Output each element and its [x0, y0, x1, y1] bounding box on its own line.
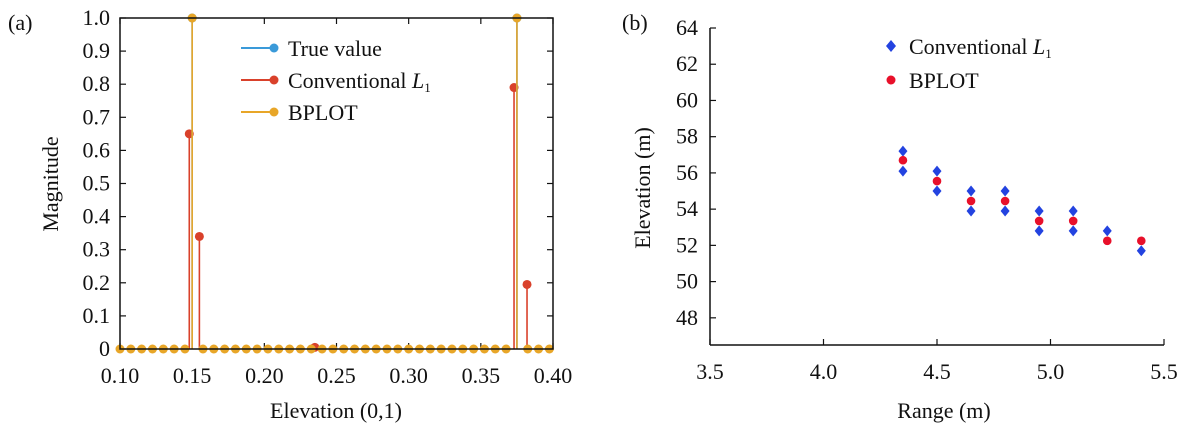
y-tick-label: 58: [676, 124, 698, 149]
scatter-point-diamond: [1000, 205, 1010, 217]
y-tick-label: 54: [676, 196, 698, 221]
legend-item-true-value: True value: [241, 36, 382, 61]
scatter-point-circle: [1102, 236, 1112, 246]
legend-label-b-conventional-l1: Conventional L1: [909, 34, 1052, 61]
y-tick-label: 0.3: [83, 237, 111, 262]
scatter-point-circle: [1000, 196, 1010, 206]
scatter-point-diamond: [1000, 185, 1010, 197]
x-tick-label: 4.5: [923, 359, 951, 384]
scatter-point-diamond: [1136, 245, 1146, 257]
panel-a-y-axis-label: Magnitude: [38, 136, 63, 231]
x-tick-label: 0.20: [245, 363, 284, 388]
x-tick-label: 0.15: [173, 363, 212, 388]
panel-b: (b) 48 50 52 54 56 58 60 62 64 3.5 4.0 4.5 5.0 5.5 R…: [622, 10, 1178, 423]
y-tick-label: 50: [676, 269, 698, 294]
panel-b-legend: Conventional L1 BPLOT: [886, 34, 1052, 93]
legend-marker-true-value: [269, 43, 279, 53]
scatter-point-diamond: [966, 205, 976, 217]
panel-a-frame: [119, 17, 554, 350]
x-tick-label: 4.0: [810, 359, 838, 384]
legend-label-b-bplot: BPLOT: [909, 68, 979, 93]
y-tick-label: 0.4: [83, 204, 111, 229]
panel-a-x-axis-label: Elevation (0,1): [270, 398, 402, 423]
scatter-point-diamond: [1068, 205, 1078, 217]
legend-marker-conventional-l1: [269, 75, 279, 85]
scatter-point-diamond: [932, 185, 942, 197]
panel-a-y-ticks: 0 0.1 0.2 0.3 0.4 0.5 0.6 0.7 0.8 0.9 1.0: [83, 5, 553, 361]
panel-b-x-ticks: 3.5 4.0 4.5 5.0 5.5: [696, 339, 1178, 384]
legend-label-bplot: BPLOT: [288, 100, 358, 125]
panel-a-label: (a): [8, 10, 32, 35]
scatter-point-circle: [932, 176, 942, 186]
scatter-point-diamond: [1034, 205, 1044, 217]
scatter-point-diamond: [898, 145, 908, 157]
scatter-point-diamond: [966, 185, 976, 197]
scatter-point-circle: [898, 155, 908, 165]
scatter-point-diamond: [898, 165, 908, 177]
panel-b-x-axis-label: Range (m): [897, 398, 990, 423]
legend-item-bplot: BPLOT: [241, 100, 358, 125]
y-tick-label: 0.7: [83, 104, 111, 129]
y-tick-label: 48: [676, 305, 698, 330]
scatter-point-circle: [1068, 216, 1078, 226]
panel-b-y-ticks: 48 50 52 54 56 58 60 62 64: [676, 15, 716, 330]
y-tick-label: 0: [99, 336, 110, 361]
y-tick-label: 60: [676, 87, 698, 112]
legend-item-b-bplot: BPLOT: [886, 68, 979, 93]
legend-marker-bplot: [269, 107, 279, 117]
x-tick-label: 0.40: [534, 363, 573, 388]
legend-item-b-conventional-l1: Conventional L1: [886, 34, 1052, 61]
y-tick-label: 0.6: [83, 137, 111, 162]
x-tick-label: 5.0: [1037, 359, 1065, 384]
panel-b-label: (b): [622, 10, 648, 35]
y-tick-label: 0.8: [83, 71, 111, 96]
legend-label-conventional-l1: Conventional L1: [288, 68, 431, 95]
y-tick-label: 0.2: [83, 270, 111, 295]
legend-marker-b-conventional-l1: [886, 40, 896, 52]
panel-b-points: [898, 145, 1146, 257]
y-tick-label: 62: [676, 51, 698, 76]
scatter-point-diamond: [932, 165, 942, 177]
y-tick-label: 56: [676, 160, 698, 185]
panel-a-stems: [115, 13, 554, 354]
scatter-point-circle: [1034, 216, 1044, 226]
legend-item-conventional-l1: Conventional L1: [241, 68, 431, 95]
panel-a-x-ticks: 0.10 0.15 0.20 0.25 0.30 0.35 0.40: [101, 18, 573, 388]
stem-marker: [522, 279, 532, 289]
x-tick-label: 3.5: [696, 359, 724, 384]
y-tick-label: 0.5: [83, 171, 111, 196]
scatter-point-diamond: [1102, 225, 1112, 237]
x-tick-label: 0.25: [317, 363, 356, 388]
y-tick-label: 0.9: [83, 38, 111, 63]
panel-a: (a) 0 0.1 0.2 0.3 0.4 0.5 0.6 0.7 0.8 0.9 1.0 0.10…: [8, 5, 572, 423]
legend-label-true-value: True value: [288, 36, 382, 61]
x-tick-label: 0.35: [462, 363, 501, 388]
x-tick-label: 0.30: [389, 363, 428, 388]
y-tick-label: 0.1: [83, 303, 111, 328]
scatter-point-circle: [966, 196, 976, 206]
scatter-point-diamond: [1034, 225, 1044, 237]
panel-b-y-axis-label: Elevation (m): [630, 127, 655, 249]
stem-marker: [194, 231, 204, 241]
y-tick-label: 52: [676, 232, 698, 257]
panel-a-legend: True value Conventional L1 BPLOT: [241, 36, 431, 125]
scatter-point-diamond: [1068, 225, 1078, 237]
y-tick-label: 64: [676, 15, 698, 40]
legend-marker-b-bplot: [886, 75, 896, 85]
y-tick-label: 1.0: [83, 5, 111, 30]
x-tick-label: 5.5: [1150, 359, 1178, 384]
scatter-point-circle: [1137, 236, 1146, 246]
x-tick-label: 0.10: [101, 363, 140, 388]
